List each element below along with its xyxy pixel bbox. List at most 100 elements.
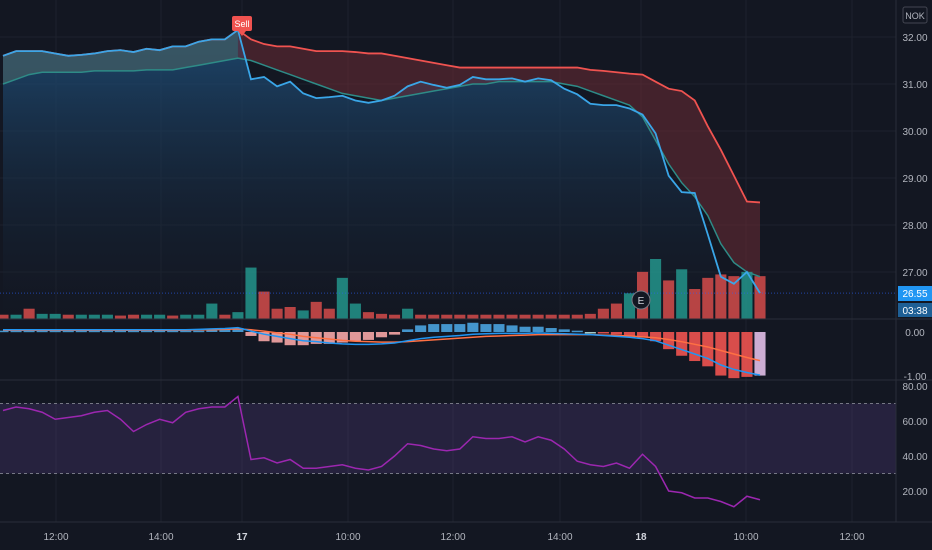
price-panel[interactable] [0, 28, 896, 319]
sell-signal-marker[interactable]: Sell [232, 16, 252, 36]
time-axis[interactable]: 12:00 14:00 17 10:00 12:00 14:00 18 10:00 12:00 [43, 532, 864, 543]
volume-bar [702, 277, 714, 319]
macd-histogram-bar [180, 330, 192, 333]
volume-bar [584, 313, 596, 319]
macd-histogram-bar [558, 329, 570, 332]
sell-signal-label: Sell [234, 19, 249, 29]
macd-histogram-bar [402, 329, 414, 332]
volume-bar [23, 308, 35, 319]
macd-histogram-bar [754, 332, 766, 376]
volume-bar [310, 301, 322, 319]
macd-histogram-bar [323, 332, 335, 344]
price-cloud [3, 29, 760, 277]
rsi-tick-label: 20.00 [902, 487, 927, 498]
macd-histogram-bar [167, 330, 179, 333]
macd-histogram-bar [362, 332, 374, 340]
volume-bar [428, 314, 440, 319]
macd-histogram-bar [519, 326, 531, 332]
time-tick-label: 12:00 [839, 532, 864, 543]
price-axis[interactable]: 32.00 31.00 30.00 29.00 28.00 27.00 [902, 33, 927, 279]
price-area-fill [3, 29, 760, 319]
macd-lines [3, 326, 761, 376]
volume-bar [49, 313, 61, 319]
volume-bar [284, 307, 296, 319]
volume-bar [323, 308, 335, 319]
volume-bar [297, 310, 309, 319]
macd-histogram-bar [415, 325, 427, 332]
macd-histogram-bar [571, 330, 583, 333]
volume-bar [62, 314, 74, 319]
macd-axis[interactable]: 0.00 -1.00 [904, 328, 927, 383]
time-tick-label: 12:00 [440, 532, 465, 543]
macd-histogram-bar [597, 332, 609, 334]
volume-bar [493, 314, 505, 319]
time-tick-label: 17 [236, 532, 248, 543]
svg-text:26.55: 26.55 [902, 289, 927, 300]
volume-bar [610, 303, 622, 319]
volume-bar [101, 314, 113, 319]
macd-line [3, 326, 761, 376]
volume-bar [0, 314, 9, 319]
volume-bar [36, 313, 48, 319]
volume-bar [114, 315, 127, 319]
price-tick-label: 30.00 [902, 127, 927, 138]
volume-bar [441, 314, 453, 319]
bar-countdown-tag: 03:38 [898, 303, 932, 317]
rsi-tick-label: 80.00 [902, 382, 927, 393]
volume-bar [154, 314, 166, 319]
volume-bar [663, 280, 675, 319]
macd-histogram-bar [88, 330, 100, 333]
macd-histogram-bar [741, 332, 753, 377]
macd-histogram-bar [454, 324, 466, 332]
rsi-line [2, 395, 761, 508]
time-tick-label: 10:00 [733, 532, 758, 543]
earnings-marker[interactable]: E [631, 290, 651, 310]
price-tick-label: 29.00 [902, 174, 927, 185]
volume-bar [193, 314, 205, 319]
macd-histogram-bar [441, 324, 453, 332]
macd-tick-label: -1.00 [904, 372, 927, 383]
macd-histogram-bar [23, 330, 35, 333]
rsi-axis[interactable]: 80.00 60.00 40.00 20.00 [902, 382, 927, 498]
macd-histogram-bar [702, 332, 714, 367]
volume-bar [480, 314, 492, 319]
volume-bar [375, 313, 388, 319]
macd-histogram-bar [676, 332, 688, 356]
macd-histogram-bar [715, 332, 727, 376]
volume-bar [519, 314, 531, 319]
volume-bar [141, 314, 153, 319]
time-tick-label: 18 [635, 532, 647, 543]
price-tick-label: 27.00 [902, 268, 927, 279]
macd-histogram-bar [689, 332, 701, 362]
rsi-panel[interactable] [0, 395, 896, 508]
macd-panel[interactable] [0, 322, 766, 379]
bullish-cloud [3, 29, 238, 84]
macd-histogram-bar [428, 324, 440, 332]
macd-histogram-bar [584, 332, 596, 334]
macd-histogram-bar [193, 330, 205, 333]
price-line [2, 28, 761, 294]
price-tick-label: 28.00 [902, 221, 927, 232]
volume-bar [571, 314, 583, 319]
time-tick-label: 12:00 [43, 532, 68, 543]
volume-bar [597, 308, 609, 319]
macd-histogram-bar [506, 325, 518, 332]
macd-histogram-bar [545, 328, 557, 332]
volume-bar [167, 315, 179, 319]
volume-bar [219, 314, 231, 319]
macd-histogram-bar [154, 330, 166, 333]
macd-histogram-bar [219, 329, 231, 332]
current-price-tag: 26.55 [898, 286, 932, 301]
volume-bar [232, 312, 244, 319]
volume-bar [402, 308, 414, 319]
volume-bar [362, 312, 374, 319]
volume-bar [127, 314, 140, 319]
time-tick-label: 14:00 [148, 532, 173, 543]
macd-histogram-bar [36, 330, 48, 333]
volume-bar [467, 314, 479, 319]
volume-bar [206, 303, 218, 319]
macd-histogram-bar [728, 332, 740, 379]
price-lines [2, 28, 761, 294]
macd-histogram-bar [206, 329, 218, 332]
